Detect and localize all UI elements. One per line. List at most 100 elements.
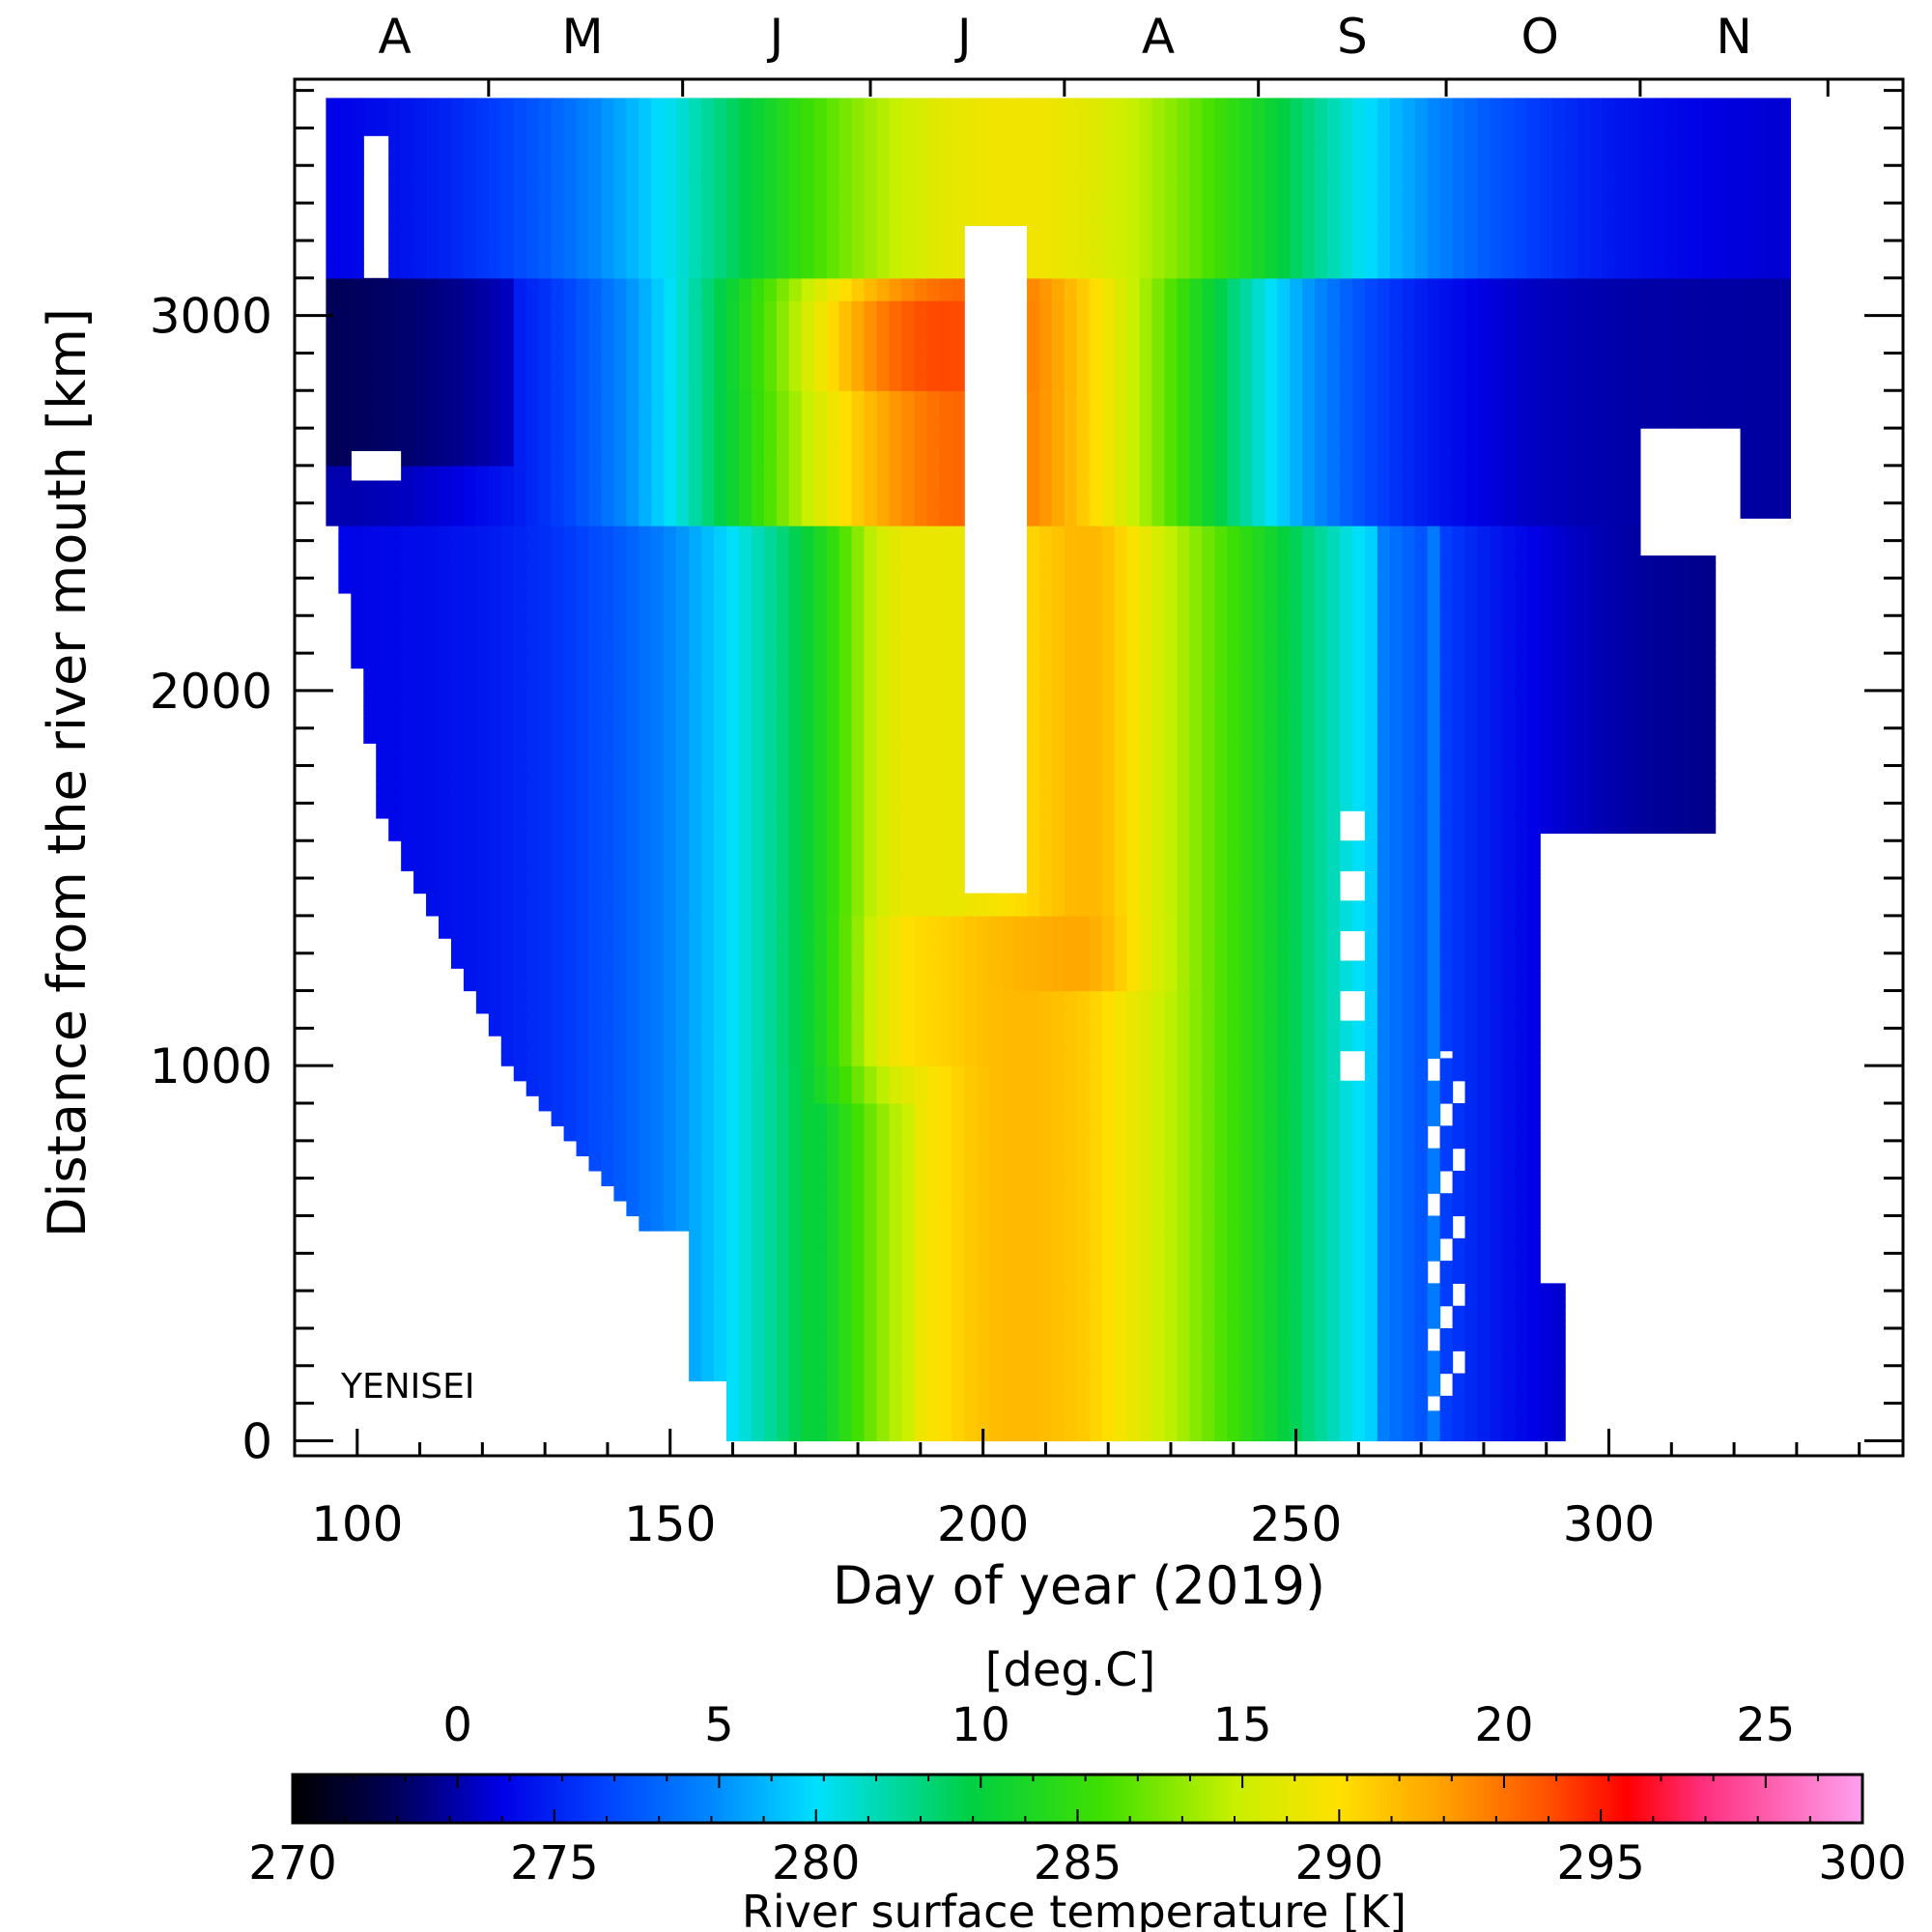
heatmap-cell [788,1267,803,1277]
heatmap-cell [689,1291,702,1299]
heatmap-cell [664,1170,677,1179]
heatmap-cell [1027,1380,1040,1389]
heatmap-cell [1177,1297,1191,1307]
heatmap-cell [639,1072,652,1082]
heatmap-cell [726,1350,740,1359]
heatmap-cell [714,1185,727,1194]
heatmap-cell [526,1042,540,1052]
heatmap-cell [776,938,790,947]
heatmap-cell [901,1267,915,1277]
heatmap-cell [551,938,565,947]
heatmap-cell [701,1042,715,1052]
heatmap-cell [1227,1042,1240,1052]
heatmap-cell [1014,1140,1028,1150]
heatmap-cell [1126,1050,1141,1060]
heatmap-cell [1076,1373,1091,1381]
heatmap-cell [826,1237,840,1247]
heatmap-cell [651,1103,665,1112]
heatmap-cell [1339,1321,1353,1329]
heatmap-cell [1151,1275,1166,1284]
heatmap-cell [1364,1410,1378,1419]
heatmap-cell [1490,1050,1503,1060]
heatmap-cell [576,1140,590,1150]
heatmap-cell [1189,1028,1203,1037]
heatmap-cell [500,1050,515,1060]
heatmap-cell [1527,1365,1541,1375]
heatmap-cell [563,952,578,962]
heatmap-cell [977,1028,990,1037]
heatmap-cell [889,1208,903,1217]
heatmap-cell [1515,1253,1528,1262]
heatmap-cell [1114,1148,1128,1156]
heatmap-cell [864,1425,878,1435]
heatmap-cell [1351,1403,1366,1412]
heatmap-cell [1101,1223,1116,1232]
heatmap-cell [689,1050,702,1060]
heatmap-cell [1452,1125,1466,1134]
heatmap-cell [1402,968,1416,977]
heatmap-cell [1277,1237,1291,1247]
heatmap-cell [1477,1388,1492,1397]
heatmap-cell [1202,1425,1215,1435]
heatmap-cell [826,1088,840,1096]
heatmap-cell [1527,945,1541,954]
heatmap-cell [1277,1028,1291,1037]
heatmap-cell [1177,1343,1191,1351]
heatmap-cell [1114,1072,1128,1082]
heatmap-cell [1189,1283,1203,1292]
heatmap-cell [1464,945,1479,954]
heatmap-cell [1014,1193,1028,1202]
heatmap-cell [914,1283,927,1292]
heatmap-cell [1490,1291,1503,1299]
heatmap-cell [664,968,677,977]
heatmap-cell [601,1072,615,1082]
heatmap-cell [889,1133,903,1142]
heatmap-cell [851,1231,866,1239]
heatmap-cell [714,990,727,999]
heatmap-cell [939,1403,952,1412]
heatmap-cell [864,990,878,999]
heatmap-cell [851,952,866,962]
heatmap-cell [738,1283,753,1292]
heatmap-cell [1027,1267,1040,1277]
heatmap-cell [876,1335,891,1345]
heatmap-cell [651,1208,665,1217]
heatmap-cell [813,1103,828,1112]
heatmap-cell [1477,1125,1492,1134]
heatmap-cell [1490,1178,1503,1187]
heatmap-cell [1139,1125,1153,1134]
heatmap-cell [526,1006,540,1014]
heatmap-cell [576,1125,590,1134]
heatmap-cell [939,952,952,962]
heatmap-cell [788,1223,803,1232]
heatmap-cell [864,960,878,969]
heatmap-cell [1490,1155,1503,1164]
heatmap-cell [1202,1193,1215,1202]
heatmap-cell [1252,938,1265,947]
heatmap-cell [1189,1125,1203,1134]
heatmap-cell [1302,1433,1316,1442]
heatmap-cell [576,1065,590,1074]
heatmap-cell [1139,1388,1153,1397]
heatmap-cell [926,1231,940,1239]
heatmap-cell [813,1028,828,1037]
heatmap-cell [1414,1410,1429,1419]
heatmap-cell [1315,1148,1328,1156]
heatmap-cell [826,1433,840,1442]
heatmap-cell [977,1110,990,1120]
heatmap-cell [1402,1170,1416,1179]
heatmap-cell [1051,960,1065,969]
heatmap-cell [1177,1388,1191,1397]
heatmap-cell [952,1418,965,1427]
heatmap-cell [1214,1118,1228,1126]
heatmap-cell [952,1327,965,1337]
heatmap-cell [813,1410,828,1419]
heatmap-cell [1464,1291,1479,1299]
heatmap-cell [1101,1058,1116,1066]
heatmap-cell [763,1267,778,1277]
heatmap-cell [726,1020,740,1029]
heatmap-cell [1139,1418,1153,1427]
heatmap-cell [1490,1208,1503,1217]
heatmap-cell [826,1321,840,1329]
heatmap-cell [977,1208,990,1217]
